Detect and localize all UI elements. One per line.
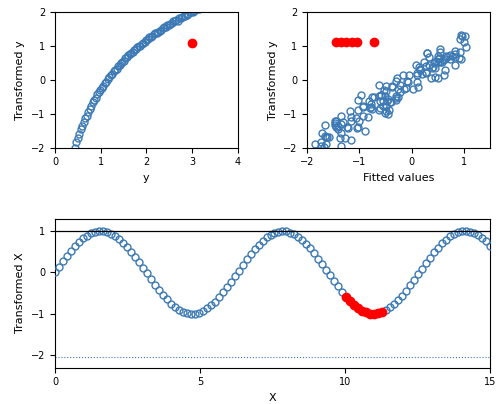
X-axis label: y: y [143,173,150,183]
X-axis label: Fitted values: Fitted values [363,173,434,183]
Y-axis label: Transformed y: Transformed y [268,40,278,120]
X-axis label: X: X [268,393,276,403]
Y-axis label: Transformed y: Transformed y [16,40,26,120]
Y-axis label: Transformed X: Transformed X [16,253,26,333]
